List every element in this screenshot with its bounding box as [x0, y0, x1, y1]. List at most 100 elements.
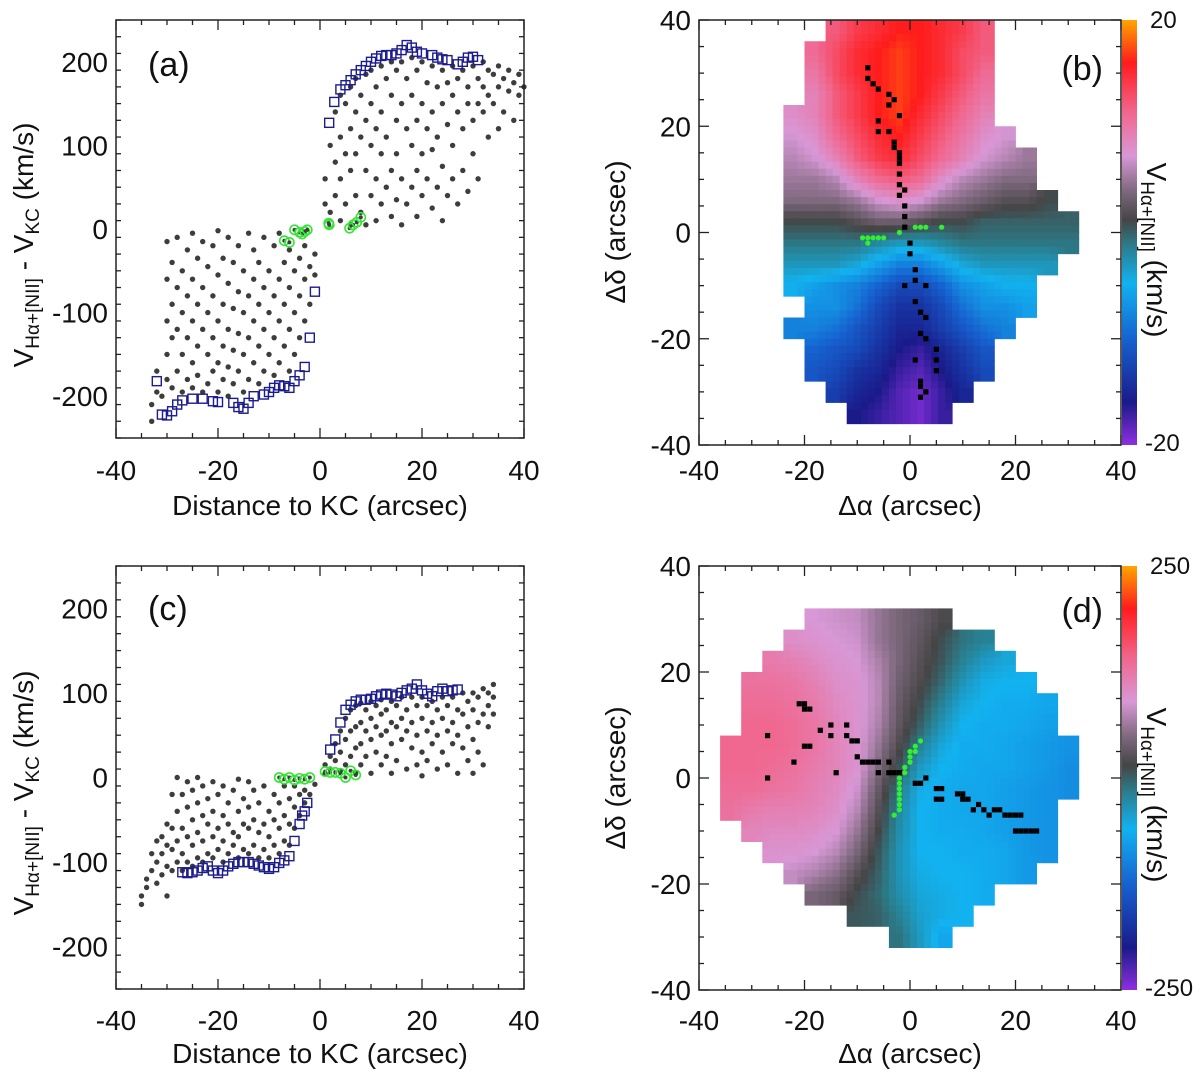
map-pixel [910, 204, 918, 212]
map-pixel [895, 409, 904, 418]
map-pixel [790, 693, 798, 701]
data-point [332, 159, 338, 165]
map-pixel [917, 296, 925, 304]
map-pixel [790, 643, 798, 652]
data-point [184, 376, 191, 383]
map-pixel [1008, 770, 1016, 779]
map-pixel [867, 83, 876, 92]
data-point [347, 167, 354, 174]
map-pixel [832, 636, 841, 645]
map-pixel [966, 778, 974, 786]
data-point [373, 724, 379, 730]
map-pixel [1043, 190, 1052, 198]
map-pixel [910, 140, 918, 148]
map-pixel [952, 126, 960, 134]
map-pixel [797, 876, 805, 885]
map-pixel [874, 338, 883, 347]
map-pixel [966, 275, 974, 283]
map-pixel [973, 735, 981, 744]
map-pixel [924, 785, 932, 793]
map-pixel [994, 650, 1002, 659]
map-pixel [804, 629, 812, 638]
kinematic-axis-point [902, 224, 908, 230]
map-pixel [980, 317, 988, 325]
map-pixel [1001, 246, 1009, 255]
kinematic-axis-point [828, 722, 834, 728]
map-pixel [846, 41, 855, 49]
map-pixel [917, 714, 925, 722]
map-pixel [1043, 218, 1052, 226]
map-pixel [980, 898, 988, 906]
map-pixel [839, 260, 848, 269]
y-tick-label: 20 [660, 111, 691, 142]
map-pixel [959, 55, 967, 63]
map-pixel [910, 34, 918, 42]
map-pixel [1043, 792, 1052, 800]
map-pixel [966, 643, 974, 652]
map-pixel [973, 714, 981, 722]
data-point [398, 736, 405, 743]
map-pixel [811, 778, 819, 786]
map-pixel [910, 246, 918, 255]
map-pixel [797, 735, 805, 744]
map-pixel [755, 735, 763, 744]
data-point [444, 121, 451, 128]
map-pixel [910, 615, 918, 623]
map-pixel [790, 324, 798, 333]
map-pixel [1001, 168, 1009, 177]
data-point [261, 368, 267, 374]
map-pixel [980, 629, 988, 638]
map-pixel [797, 105, 805, 113]
map-pixel [1008, 303, 1016, 311]
map-pixel [888, 197, 897, 205]
map-pixel [762, 735, 770, 744]
map-pixel [994, 197, 1002, 205]
map-pixel [853, 636, 862, 645]
map-pixel [945, 869, 953, 878]
map-pixel [931, 317, 939, 325]
map-pixel [973, 806, 981, 814]
map-pixel [888, 395, 897, 403]
map-pixel [966, 919, 974, 927]
map-pixel [867, 204, 876, 212]
kinematic-axis-point [875, 118, 881, 124]
map-pixel [902, 657, 911, 666]
map-pixel [980, 303, 988, 311]
map-pixel [924, 933, 932, 941]
map-pixel [895, 735, 904, 744]
map-pixel [973, 90, 981, 99]
data-point [485, 724, 491, 730]
map-pixel [987, 119, 995, 127]
map-pixel [959, 282, 967, 290]
map-pixel [860, 253, 869, 262]
map-pixel [924, 253, 932, 262]
data-point [149, 401, 155, 408]
map-pixel [811, 785, 819, 793]
map-pixel [902, 608, 911, 616]
map-pixel [966, 714, 974, 722]
map-pixel [853, 126, 862, 134]
map-pixel [1008, 876, 1016, 885]
kinematic-axis-point [849, 738, 855, 744]
map-pixel [860, 898, 869, 906]
map-pixel [853, 296, 862, 304]
map-pixel [1064, 735, 1073, 744]
data-point [368, 770, 374, 776]
map-pixel [881, 664, 890, 673]
data-point [245, 850, 252, 857]
map-pixel [938, 133, 946, 141]
map-pixel [783, 876, 791, 885]
map-pixel [1036, 827, 1045, 835]
map-pixel [1001, 693, 1009, 701]
data-point [230, 842, 236, 848]
map-pixel [839, 218, 848, 226]
map-pixel [853, 41, 862, 49]
data-point [154, 859, 160, 865]
data-point [240, 268, 247, 274]
map-pixel [846, 919, 855, 927]
map-pixel [1001, 700, 1009, 708]
map-pixel [1029, 303, 1037, 311]
map-pixel [959, 161, 967, 170]
map-pixel [952, 267, 960, 276]
map-pixel [797, 218, 805, 226]
